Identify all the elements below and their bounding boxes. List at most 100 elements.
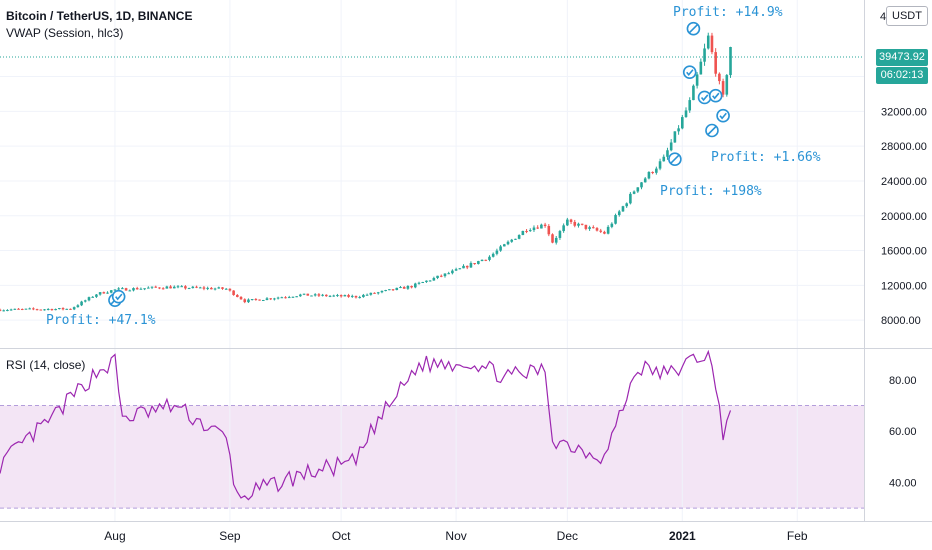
candle bbox=[421, 282, 425, 284]
candle bbox=[480, 259, 484, 262]
candle bbox=[647, 172, 651, 179]
candle bbox=[35, 309, 39, 311]
candle bbox=[399, 287, 402, 289]
price-tick-label: 12000.00 bbox=[881, 280, 927, 292]
candle bbox=[109, 290, 113, 293]
candle bbox=[350, 295, 354, 297]
candle bbox=[91, 296, 95, 298]
candle bbox=[677, 128, 680, 132]
candle bbox=[640, 182, 643, 188]
candle bbox=[236, 295, 239, 297]
time-axis-labels[interactable]: Aug Sep Oct Nov Dec 2021 Feb bbox=[104, 529, 808, 543]
trade-entry-icon[interactable] bbox=[682, 65, 697, 80]
candle bbox=[265, 298, 269, 301]
candle bbox=[258, 299, 261, 301]
candle bbox=[414, 283, 417, 288]
candle bbox=[321, 294, 324, 296]
candle bbox=[566, 219, 569, 226]
candle bbox=[195, 286, 198, 288]
profit-label-3: Profit: +14.9% bbox=[673, 5, 783, 20]
marker-check bbox=[115, 293, 123, 301]
candle bbox=[458, 268, 462, 270]
candle bbox=[666, 150, 669, 157]
last-price-tag: 39473.92 bbox=[876, 49, 928, 66]
candle bbox=[725, 75, 729, 95]
trade-exit-icon[interactable] bbox=[686, 21, 701, 36]
candle bbox=[76, 305, 80, 308]
vwap-legend[interactable]: VWAP (Session, hlc3) bbox=[6, 26, 124, 40]
candle bbox=[558, 231, 562, 238]
candle bbox=[536, 227, 539, 229]
candle bbox=[540, 224, 543, 229]
candle bbox=[80, 301, 83, 306]
candle bbox=[147, 287, 150, 289]
trade-entry-icon[interactable] bbox=[697, 90, 712, 105]
currency-badge[interactable]: USDT bbox=[886, 6, 928, 26]
rsi-line bbox=[0, 349, 864, 509]
candle bbox=[673, 131, 677, 143]
trade-markers[interactable] bbox=[108, 21, 730, 307]
candle bbox=[465, 265, 469, 268]
candle bbox=[599, 230, 603, 232]
grid bbox=[0, 0, 864, 521]
trade-entry-icon[interactable] bbox=[708, 88, 723, 103]
candle bbox=[629, 193, 632, 204]
candle bbox=[58, 308, 61, 310]
candles[interactable] bbox=[0, 32, 732, 312]
price-axis-labels[interactable]: 8000.00 12000.00 16000.00 20000.00 24000.00 2… bbox=[881, 72, 927, 490]
price-tick-label: 16000.00 bbox=[881, 246, 927, 258]
trade-entry-icon[interactable] bbox=[716, 108, 730, 123]
candle bbox=[121, 288, 124, 290]
candle bbox=[425, 280, 428, 283]
symbol-title[interactable]: Bitcoin / TetherUS, 1D, BINANCE bbox=[6, 9, 193, 23]
marker-ring bbox=[697, 90, 712, 105]
candle bbox=[339, 295, 343, 297]
marker-check bbox=[700, 94, 709, 102]
marker-ring bbox=[708, 88, 723, 103]
candle bbox=[276, 297, 280, 299]
marker-check bbox=[719, 112, 727, 120]
candle bbox=[206, 287, 209, 289]
trade-exit-icon[interactable] bbox=[705, 123, 719, 138]
candle bbox=[217, 287, 221, 289]
candle bbox=[695, 74, 699, 86]
candle bbox=[443, 273, 447, 277]
candle bbox=[610, 223, 614, 227]
candle bbox=[269, 298, 272, 300]
candle bbox=[692, 85, 695, 101]
profit-label-1: Profit: +47.1% bbox=[46, 313, 156, 328]
candle bbox=[239, 296, 243, 300]
candle bbox=[365, 294, 369, 296]
candle bbox=[681, 117, 684, 129]
candle bbox=[43, 309, 46, 311]
candle bbox=[0, 309, 2, 311]
price-tick-label: 28000.00 bbox=[881, 141, 927, 153]
candle bbox=[32, 308, 35, 310]
trade-exit-icon[interactable] bbox=[668, 152, 682, 167]
candle bbox=[588, 227, 591, 229]
candle bbox=[384, 290, 387, 292]
trade-entry-icon[interactable] bbox=[111, 289, 126, 304]
price-tick-label: 20000.00 bbox=[881, 211, 927, 223]
time-tick-label: Feb bbox=[787, 529, 808, 543]
candle bbox=[395, 287, 399, 291]
rsi-series-line bbox=[0, 349, 732, 501]
candle bbox=[169, 286, 172, 289]
candle bbox=[124, 288, 128, 291]
profit-label-2: Profit: +198% bbox=[660, 184, 762, 199]
candle bbox=[699, 61, 703, 75]
candle bbox=[213, 288, 217, 290]
candle bbox=[658, 161, 662, 169]
candle bbox=[347, 295, 350, 297]
candle bbox=[499, 246, 502, 251]
candle bbox=[2, 310, 6, 312]
candle bbox=[154, 286, 158, 288]
candle bbox=[299, 294, 302, 297]
candle bbox=[514, 238, 517, 240]
candle bbox=[28, 308, 31, 310]
price-tick-label: 32000.00 bbox=[881, 106, 927, 118]
candle bbox=[684, 110, 688, 118]
rsi-legend[interactable]: RSI (14, close) bbox=[6, 358, 86, 372]
candle bbox=[102, 292, 106, 294]
